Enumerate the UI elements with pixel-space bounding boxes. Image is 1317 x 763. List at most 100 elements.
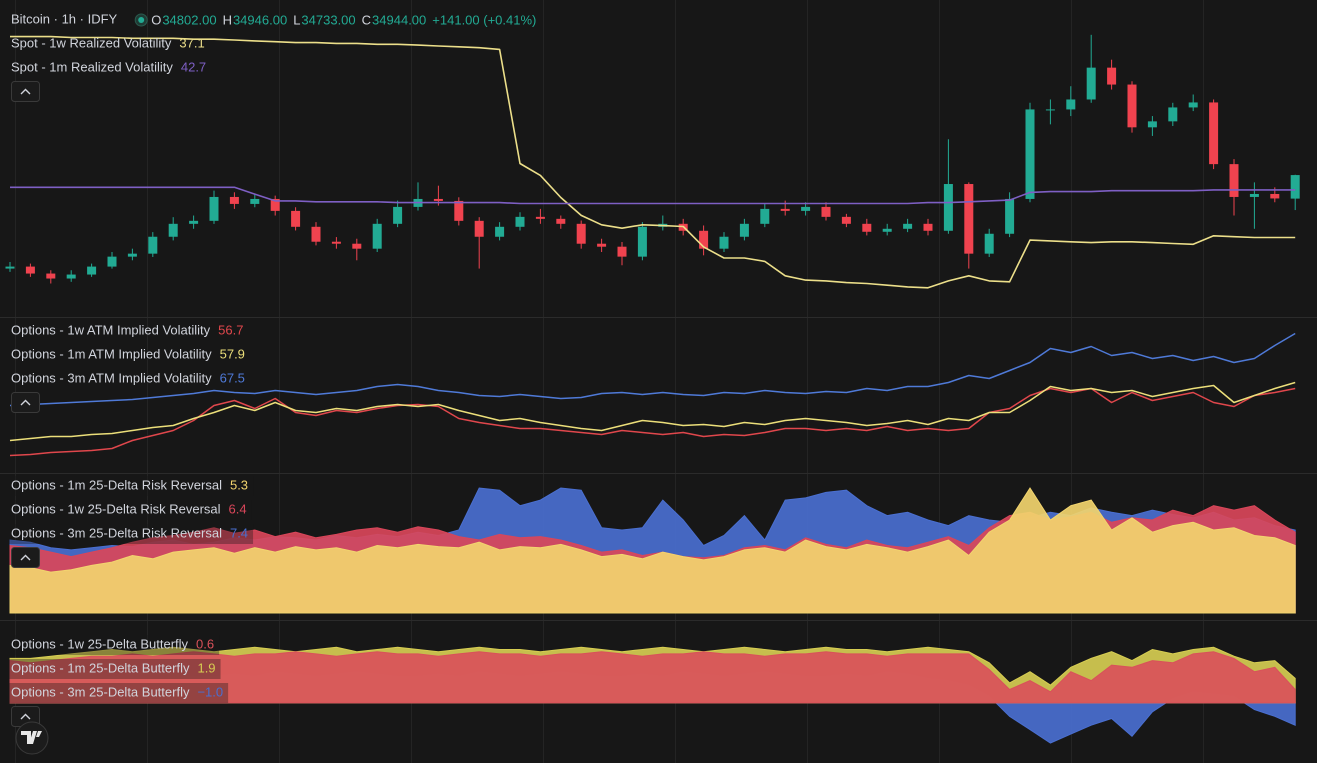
ohlc-name: O [151,12,161,27]
legend-value: −1.0 [197,684,223,699]
legend-name: Spot - 1m Realized Volatility [11,59,173,74]
candle-body [1270,193,1280,199]
candle-body [984,233,994,254]
tradingview-logo[interactable] [15,721,49,755]
candle-body [1209,102,1219,165]
collapse-button-box[interactable] [11,81,40,102]
candle-body [433,198,443,201]
legend-value: 6.4 [229,501,247,516]
candle-body [331,241,341,244]
candle-body [576,223,586,244]
candle-body [739,223,749,237]
legend-value: 57.9 [220,346,245,361]
candle-body [1127,84,1137,128]
candle-body [127,253,137,257]
collapse-button-box[interactable] [11,547,40,568]
legend-row-bg [6,635,220,655]
candle-body [617,246,627,257]
legend-name: Options - 3m ATM Implied Volatility [11,370,212,385]
collapse-button-icon[interactable] [20,88,31,95]
series-line [9,381,1296,442]
legend-value: 42.7 [181,59,206,74]
candle-body [352,243,362,249]
candle-body [923,223,933,231]
candle-body [1045,109,1055,111]
market-status[interactable] [134,13,148,27]
collapse-button-icon[interactable] [20,713,31,720]
legend-name: Options - 1w ATM Implied Volatility [11,322,211,337]
legend-name: Spot - 1w Realized Volatility [11,35,172,50]
candle-body [515,216,525,227]
candle-body [1107,67,1117,85]
legend-value: 0.6 [196,636,214,651]
candle-body [495,226,505,237]
series-line [10,186,1296,205]
collapse-button[interactable] [11,706,40,727]
candle-body [250,198,260,204]
legend-name: Options - 3m 25-Delta Butterfly [11,684,190,699]
candle-body [841,216,851,224]
candle-body [597,243,607,247]
ohlc-value: 34733.00 [301,12,355,27]
candle-body [882,228,892,232]
candle-body [1290,175,1300,199]
candle-body [372,223,382,249]
candle-body [87,266,97,275]
candle-body [1168,107,1178,122]
legend-name: Options - 1w 25-Delta Butterfly [11,636,189,651]
candle-body [903,223,913,229]
candle-body [474,220,484,237]
candle-body [66,274,76,279]
ohlc-name: L [293,12,300,27]
collapse-button[interactable] [11,392,40,413]
legend-name: Options - 1m 25-Delta Risk Reversal [11,477,222,492]
legend-row-bg [6,659,221,679]
plots [5,34,1300,744]
candle-body [535,216,545,219]
pane [5,34,1300,289]
legend-name: Options - 1w 25-Delta Risk Reversal [11,501,221,516]
candle-body [699,230,709,249]
candle-body [229,196,239,204]
candle-body [311,226,321,242]
market-status-dot[interactable] [138,17,145,23]
candle-body [107,256,117,267]
collapse-button[interactable] [11,547,40,568]
candle-body [291,210,301,227]
collapse-button[interactable] [11,81,40,102]
candle-body [719,236,729,249]
legend-row-bg [6,683,229,703]
pane [9,487,1296,614]
price-change: +141.00 (+0.41%) [432,12,536,27]
candle-body [189,220,199,224]
legend-name: Options - 1m ATM Implied Volatility [11,346,212,361]
legend-row-bg [6,524,254,544]
candle-body [1005,198,1015,234]
ohlc-value: 34802.00 [162,12,216,27]
collapse-button-icon[interactable] [20,554,31,561]
candle-body [1066,99,1076,110]
candle-body [760,208,770,224]
legend-row-bg [6,476,254,496]
candle-body [46,273,56,279]
candle-body [25,266,35,274]
candle-body [5,266,15,269]
collapse-button-icon[interactable] [20,399,31,406]
series-area [9,651,1296,704]
legend-value: 37.1 [179,35,204,50]
series-line [9,387,1296,457]
candle-body [1229,164,1239,197]
legend-value: 1.9 [197,660,215,675]
collapse-button-box[interactable] [11,392,40,413]
chart-title: Bitcoin · 1h · IDFY [11,11,118,26]
pane [9,332,1296,457]
candle-body [821,206,831,217]
legend-value: 67.5 [220,370,245,385]
candle-body [168,223,178,237]
candle-body [1025,109,1035,199]
candle-body [556,218,566,224]
ohlc-name: H [223,12,232,27]
legend-value: 7.4 [230,525,248,540]
candle-body [637,226,647,257]
candle-body [148,236,158,254]
